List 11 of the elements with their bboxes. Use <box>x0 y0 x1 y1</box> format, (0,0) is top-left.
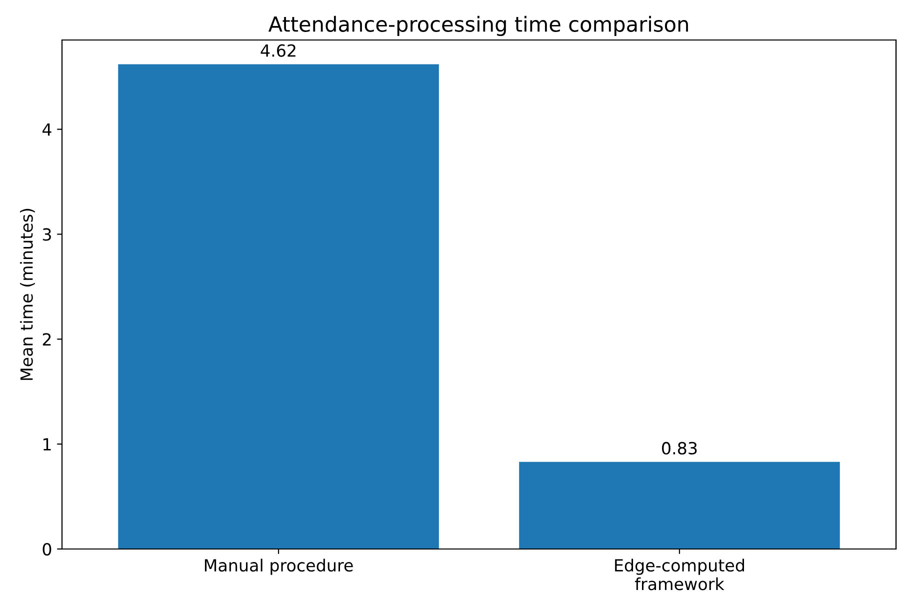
y-tick-label: 4 <box>42 123 52 136</box>
y-tick-label: 2 <box>42 333 51 346</box>
x-tick-label: Manual procedure <box>204 558 353 575</box>
y-tick-label: 1 <box>44 438 51 450</box>
y-tick-label: 0 <box>42 542 52 556</box>
data-label: 4.62 <box>260 44 296 57</box>
y-axis-title: Mean time (minutes) <box>20 208 35 380</box>
x-tick-label: Edge-computed framework <box>615 558 744 590</box>
chart-title: Attendance-processing time comparison <box>268 16 688 36</box>
y-tick-label: 3 <box>42 228 51 241</box>
data-label: 0.83 <box>662 442 697 455</box>
